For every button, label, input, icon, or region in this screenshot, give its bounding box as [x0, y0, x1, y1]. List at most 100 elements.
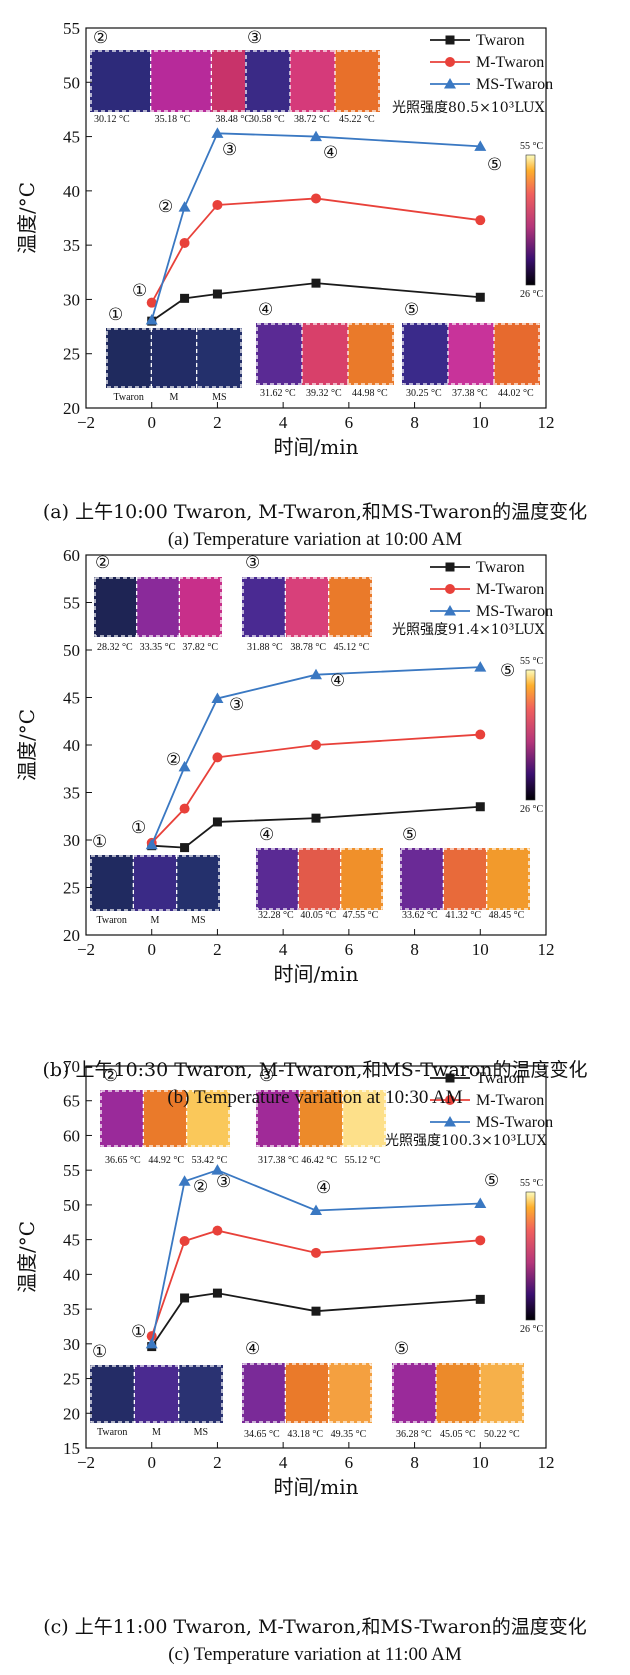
- legend-marker-square: [445, 562, 455, 572]
- thermal-panel: [242, 1363, 286, 1423]
- y-tick-label: 55: [63, 1161, 80, 1180]
- thermal-panel: [392, 1363, 436, 1423]
- y-tick-label: 45: [63, 128, 80, 147]
- x-tick-label: 4: [279, 413, 288, 432]
- legend-marker-circle: [445, 584, 455, 594]
- thermal-panel: [106, 328, 152, 388]
- inset-marker: ④: [259, 825, 274, 845]
- data-point-circle: [179, 803, 190, 814]
- data-point-square: [212, 817, 222, 827]
- thermal-panel: [328, 1363, 372, 1423]
- data-point-square: [180, 843, 190, 853]
- legend-label: M-Twaron: [476, 581, 544, 598]
- y-tick-label: 35: [63, 236, 80, 255]
- thermal-inset: ② 36.65 °C 44.92 °C 53.42 °C: [100, 1066, 230, 1166]
- colorbar-max-label: 55 °C: [520, 1178, 543, 1189]
- y-tick-label: 60: [63, 1126, 80, 1145]
- data-point-triangle: [145, 838, 158, 850]
- x-tick-label: 2: [213, 1453, 222, 1472]
- colorbar-max-label: 55 °C: [520, 141, 543, 152]
- data-point-triangle: [211, 1164, 224, 1175]
- x-tick-label: −2: [77, 1453, 95, 1472]
- inset-sample-label: Twaron: [96, 915, 126, 926]
- inset-sample-label: MS: [194, 1427, 208, 1438]
- x-tick-label: 6: [345, 413, 354, 432]
- thermal-panel: [178, 1365, 223, 1423]
- inset-sample-label: Twaron: [113, 392, 143, 403]
- x-tick-label: 2: [213, 413, 222, 432]
- thermal-panel: [196, 328, 242, 388]
- y-tick-label: 35: [63, 1300, 80, 1319]
- inset-dashed-frame: [256, 1090, 386, 1147]
- y-tick-label: 40: [63, 736, 80, 755]
- thermal-inset: ⑤ 33.62 °C 41.32 °C 48.45 °C: [400, 825, 530, 921]
- data-point-circle: [212, 1225, 223, 1236]
- thermal-panel: [443, 848, 487, 910]
- inset-temperature: 44.98 °C: [352, 388, 388, 399]
- inset-dashed-frame: [94, 577, 222, 637]
- thermal-panel: [448, 323, 494, 385]
- thermal-panel: [285, 577, 329, 637]
- data-point-circle: [146, 297, 157, 308]
- legend-label: M-Twaron: [476, 54, 544, 71]
- data-point-triangle: [145, 314, 158, 325]
- thermal-panel: [402, 323, 448, 385]
- thermal-panel: [133, 855, 177, 911]
- x-tick-label: 0: [147, 1453, 156, 1472]
- inset-temperature: 38.72 °C: [294, 114, 330, 125]
- x-tick-label: 8: [410, 940, 419, 959]
- y-tick-label: 50: [63, 73, 80, 92]
- x-tick-label: −2: [77, 413, 95, 432]
- data-point-circle: [212, 752, 223, 763]
- y-axis-label: 温度/°C: [15, 709, 39, 781]
- data-point-triangle: [211, 692, 224, 703]
- thermal-panel: [245, 50, 290, 112]
- data-point-triangle: [474, 661, 487, 672]
- inset-marker: ⑤: [404, 300, 419, 320]
- y-axis-label: 温度/°C: [15, 182, 39, 254]
- legend-label: Twaron: [476, 1070, 525, 1087]
- legend-label: MS-Twaron: [476, 1114, 553, 1131]
- thermal-panel: [256, 1090, 300, 1147]
- inset-temperature: 38.48 °C: [215, 114, 251, 125]
- thermal-panel: [480, 1363, 524, 1423]
- series-line-twaron: [150, 1292, 481, 1348]
- inset-sample-label: M: [152, 1427, 161, 1438]
- y-tick-label: 20: [63, 926, 80, 945]
- legend-marker-circle: [445, 1095, 455, 1105]
- data-point-square: [212, 1288, 222, 1298]
- inset-marker: ④: [258, 300, 273, 320]
- thermal-inset: ⑤ 30.25 °C 37.38 °C 44.02 °C: [402, 300, 540, 399]
- inset-temperature: 38.78 °C: [290, 642, 326, 653]
- legend-marker-circle: [445, 57, 455, 67]
- colorbar-min-label: 26 °C: [520, 1324, 543, 1335]
- point-marker: ①: [131, 818, 146, 838]
- thermal-panel: [90, 1365, 135, 1423]
- y-axis-label: 温度/°C: [15, 1221, 39, 1293]
- inset-temperature: 317.38 °C: [258, 1155, 299, 1166]
- y-tick-label: 40: [63, 182, 80, 201]
- thermal-panel: [94, 577, 137, 637]
- legend-label: Twaron: [476, 32, 525, 49]
- y-tick-label: 45: [63, 1231, 80, 1250]
- point-marker: ③: [222, 140, 237, 160]
- colorbar-max-label: 55 °C: [520, 656, 543, 667]
- inset-temperature: 37.82 °C: [182, 642, 218, 653]
- inset-temperature: 44.92 °C: [148, 1155, 184, 1166]
- data-point-triangle: [310, 130, 322, 142]
- x-tick-label: 12: [538, 413, 555, 432]
- inset-marker: ③: [259, 1066, 274, 1086]
- thermal-panel: [186, 1090, 230, 1147]
- x-tick-label: 0: [147, 940, 156, 959]
- chart-panel-2: ② 36.65 °C 44.92 °C 53.42 °C ③ 317.38 °C 46.42…: [15, 1057, 555, 1499]
- thermal-inset: ① Twaron M MS: [90, 832, 220, 926]
- inset-temperature: 31.62 °C: [260, 388, 296, 399]
- thermal-panel: [298, 848, 341, 910]
- thermal-panel: [494, 323, 540, 385]
- inset-temperature: 55.12 °C: [345, 1155, 381, 1166]
- legend-label: MS-Twaron: [476, 603, 553, 620]
- inset-temperature: 34.65 °C: [244, 1429, 280, 1440]
- inset-marker: ①: [108, 305, 123, 325]
- y-tick-label: 55: [63, 594, 80, 613]
- data-point-triangle: [310, 668, 322, 680]
